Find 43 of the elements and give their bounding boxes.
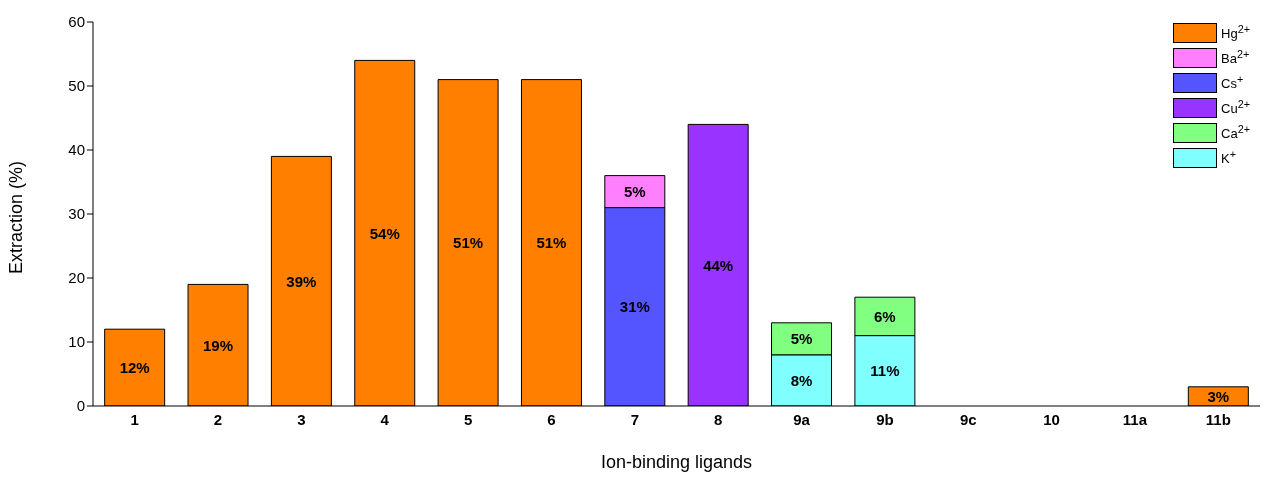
x-tick-label: 3 (297, 410, 306, 428)
x-tick-label: 11a (1122, 410, 1148, 428)
legend-label: Ca$^{2+}$ (1221, 123, 1250, 142)
data-label: 11% (870, 362, 900, 380)
y-tick-label: 0 (76, 397, 85, 415)
y-tick-label: 30 (68, 205, 85, 223)
x-tick-label: 5 (463, 410, 473, 428)
data-label: 51% (536, 234, 567, 252)
x-tick-label: 4 (380, 410, 390, 428)
x-tick-label: 8 (714, 410, 723, 428)
data-label: 8% (790, 371, 813, 389)
legend-label: Hg$^{2+}$ (1221, 23, 1250, 42)
y-axis-title: Extraction (%) (6, 160, 27, 274)
y-tick-label: 10 (68, 333, 85, 351)
x-tick-label: 9b (876, 410, 894, 428)
data-label: 19% (203, 336, 234, 354)
legend-label: Cs$^{+}$ (1221, 73, 1244, 92)
y-tick-label: 60 (68, 13, 85, 31)
data-label: 5% (790, 330, 813, 348)
data-label: 6% (874, 307, 896, 325)
x-tick-label: 2 (213, 410, 223, 428)
data-label: 5% (623, 182, 646, 200)
data-label: 54% (369, 224, 400, 242)
x-tick-label: 6 (547, 410, 556, 428)
y-tick-label: 20 (68, 269, 85, 287)
legend-label: Cu$^{2+}$ (1221, 98, 1250, 117)
x-tick-label: 7 (630, 410, 639, 428)
data-label: 51% (453, 234, 484, 252)
y-tick-label: 40 (68, 141, 85, 159)
legend-label: K$^{+}$ (1221, 148, 1237, 167)
x-axis-title: Ion-binding ligands (600, 452, 753, 472)
legend-label: Ba$^{2+}$ (1221, 48, 1250, 67)
data-label: 3% (1207, 387, 1230, 405)
x-tick-label: 9c (959, 410, 977, 428)
x-tick-label: 1 (130, 410, 139, 428)
data-label: 31% (619, 298, 650, 316)
x-tick-label: 9a (793, 410, 811, 428)
data-label: 44% (703, 256, 734, 274)
data-label: 39% (286, 272, 317, 290)
data-label: 12% (119, 358, 150, 376)
x-tick-label: 11b (1205, 410, 1231, 428)
y-tick-label: 50 (68, 77, 85, 95)
x-tick-label: 10 (1043, 410, 1060, 428)
